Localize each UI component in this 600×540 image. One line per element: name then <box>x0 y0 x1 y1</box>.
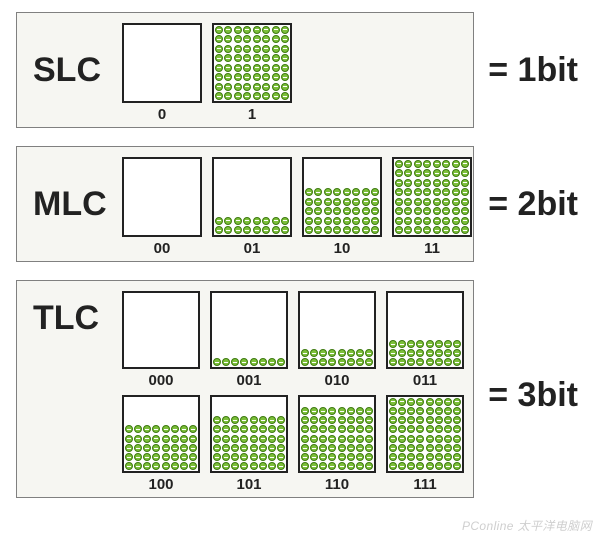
cell-mlc-10: 10 <box>302 157 382 257</box>
panel-label-tlc: TLC <box>17 281 122 338</box>
cell-tlc-110: 110 <box>298 395 376 493</box>
cell-row: 000 001 010 011 <box>122 291 464 389</box>
panel-slc: SLC01= 1bit <box>16 12 474 128</box>
cell-row: 100 101 110 111 <box>122 395 464 493</box>
bits-label-tlc: = 3bit <box>488 376 578 415</box>
cells-area: 01 <box>122 13 292 127</box>
cells-area: 00 01 10 11 <box>122 147 472 261</box>
cell-row: 01 <box>122 23 292 123</box>
bits-label-mlc: = 2bit <box>488 185 578 224</box>
cell-box <box>298 395 376 473</box>
cell-label: 010 <box>324 372 349 389</box>
cell-label: 11 <box>424 240 440 257</box>
cell-mlc-00: 00 <box>122 157 202 257</box>
nand-cell-diagram: SLC01= 1bitMLC00011011= 2bitTLC000001010… <box>16 12 584 498</box>
panel-mlc: MLC00011011= 2bit <box>16 146 474 262</box>
cell-label: 011 <box>413 372 437 389</box>
panel-label-slc: SLC <box>17 51 122 90</box>
cell-box <box>122 395 200 473</box>
cell-box <box>392 157 472 237</box>
cell-box <box>122 157 202 237</box>
watermark: PConline 太平洋电脑网 <box>462 517 592 534</box>
cell-tlc-111: 111 <box>386 395 464 493</box>
panel-tlc: TLC000001010011100101110111= 3bit <box>16 280 474 498</box>
cell-label: 100 <box>148 476 173 493</box>
cell-label: 1 <box>248 106 256 123</box>
cell-label: 000 <box>148 372 173 389</box>
cell-label: 10 <box>334 240 351 257</box>
bits-label-slc: = 1bit <box>488 51 578 90</box>
cell-label: 110 <box>325 476 349 493</box>
cell-slc-0: 0 <box>122 23 202 123</box>
cell-slc-1: 1 <box>212 23 292 123</box>
cell-mlc-01: 01 <box>212 157 292 257</box>
cell-box <box>386 291 464 369</box>
cell-tlc-100: 100 <box>122 395 200 493</box>
cell-label: 111 <box>413 476 436 493</box>
cell-box <box>210 291 288 369</box>
cell-row: 00 01 10 11 <box>122 157 472 257</box>
cell-box <box>210 395 288 473</box>
cell-tlc-010: 010 <box>298 291 376 389</box>
cell-box <box>302 157 382 237</box>
cell-tlc-000: 000 <box>122 291 200 389</box>
cell-box <box>298 291 376 369</box>
cell-tlc-011: 011 <box>386 291 464 389</box>
cell-box <box>122 23 202 103</box>
cell-label: 00 <box>154 240 171 257</box>
cells-area: 000 001 010 011 100 101 110 111 <box>122 281 464 497</box>
cell-tlc-001: 001 <box>210 291 288 389</box>
cell-label: 01 <box>244 240 261 257</box>
cell-label: 001 <box>236 372 261 389</box>
cell-box <box>386 395 464 473</box>
cell-label: 0 <box>158 106 166 123</box>
cell-box <box>122 291 200 369</box>
cell-tlc-101: 101 <box>210 395 288 493</box>
cell-box <box>212 23 292 103</box>
panel-label-mlc: MLC <box>17 185 122 224</box>
cell-mlc-11: 11 <box>392 157 472 257</box>
cell-box <box>212 157 292 237</box>
cell-label: 101 <box>236 476 261 493</box>
